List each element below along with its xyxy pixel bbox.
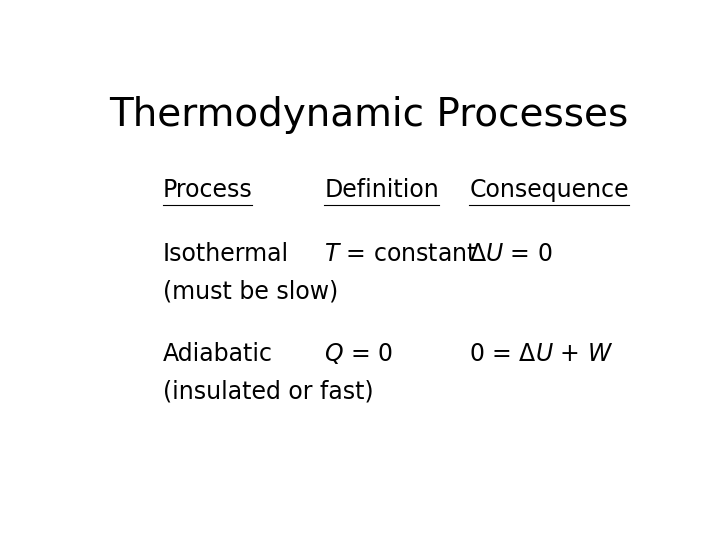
Text: $Q$ = 0: $Q$ = 0 <box>324 341 393 366</box>
Text: (must be slow): (must be slow) <box>163 279 338 303</box>
Text: Process: Process <box>163 178 252 201</box>
Text: Definition: Definition <box>324 178 439 201</box>
Text: Isothermal: Isothermal <box>163 242 289 266</box>
Text: Adiabatic: Adiabatic <box>163 342 273 366</box>
Text: (insulated or fast): (insulated or fast) <box>163 379 373 403</box>
Text: 0 = $\Delta U$ + $W$: 0 = $\Delta U$ + $W$ <box>469 342 613 366</box>
Text: $\Delta U$ = 0: $\Delta U$ = 0 <box>469 242 553 266</box>
Text: $T$ = constant: $T$ = constant <box>324 242 478 266</box>
Text: Thermodynamic Processes: Thermodynamic Processes <box>109 96 629 134</box>
Text: Consequence: Consequence <box>469 178 629 201</box>
